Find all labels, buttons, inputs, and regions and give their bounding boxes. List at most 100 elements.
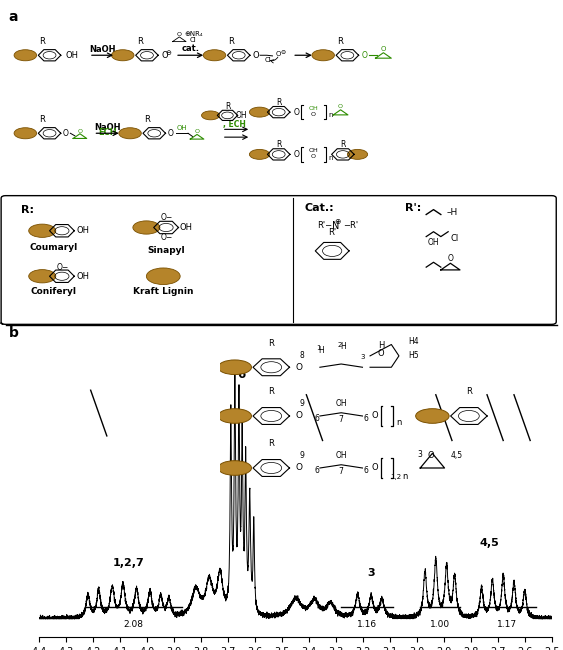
Text: Coniferyl: Coniferyl [30, 287, 77, 296]
Text: H4: H4 [408, 337, 419, 346]
Ellipse shape [202, 111, 220, 120]
Ellipse shape [146, 268, 180, 285]
Ellipse shape [14, 49, 37, 60]
Text: O: O [296, 411, 302, 421]
Text: O: O [428, 451, 435, 460]
Text: OH: OH [65, 51, 78, 60]
Text: OH: OH [236, 111, 247, 120]
Ellipse shape [29, 270, 56, 283]
Text: O: O [293, 150, 299, 159]
Text: O: O [381, 46, 386, 52]
Ellipse shape [218, 461, 252, 475]
Text: 7: 7 [339, 467, 343, 476]
Text: ⊕: ⊕ [334, 217, 341, 226]
Ellipse shape [218, 409, 252, 423]
Text: N: N [332, 221, 339, 231]
Text: ⊕NR₄: ⊕NR₄ [184, 31, 203, 37]
Ellipse shape [133, 221, 160, 234]
Text: R: R [144, 115, 150, 124]
Text: O: O [78, 129, 82, 134]
Text: O: O [195, 129, 199, 135]
Text: R: R [276, 140, 282, 149]
Text: OH: OH [179, 223, 192, 232]
Text: O: O [296, 463, 302, 473]
Text: 6: 6 [314, 466, 319, 475]
Text: n: n [329, 155, 333, 161]
Text: OH: OH [336, 399, 347, 408]
Text: –H: –H [446, 208, 458, 216]
Text: Sinapyl: Sinapyl [148, 246, 185, 255]
Text: NaOH: NaOH [94, 123, 121, 132]
Text: ECH: ECH [98, 128, 117, 136]
Text: 1.16: 1.16 [357, 620, 377, 629]
Text: 1: 1 [316, 345, 320, 351]
Text: OH: OH [428, 238, 439, 246]
Text: Coumaryl: Coumaryl [29, 242, 78, 252]
Text: O−: O− [160, 233, 173, 242]
Ellipse shape [29, 224, 56, 237]
Text: R: R [39, 115, 45, 124]
Text: 1,2: 1,2 [390, 474, 401, 480]
Text: O: O [253, 51, 260, 60]
Text: H: H [378, 341, 384, 350]
Text: O: O [168, 129, 173, 138]
Text: 3: 3 [367, 567, 375, 578]
Text: O: O [177, 32, 182, 37]
Text: O: O [63, 129, 69, 138]
Text: H: H [319, 346, 324, 355]
Text: Cat.:: Cat.: [304, 203, 334, 213]
Ellipse shape [249, 107, 270, 117]
Text: 8: 8 [300, 350, 304, 359]
Text: ⊖: ⊖ [166, 49, 171, 56]
Ellipse shape [119, 127, 141, 138]
Text: OH: OH [309, 148, 318, 153]
Ellipse shape [312, 49, 334, 60]
Text: R: R [39, 37, 45, 46]
Text: O: O [378, 349, 385, 358]
Ellipse shape [14, 127, 37, 138]
Text: R: R [466, 387, 472, 396]
Text: O: O [276, 51, 282, 57]
Text: Cl: Cl [450, 235, 459, 243]
Text: H5: H5 [408, 350, 419, 359]
Ellipse shape [249, 150, 270, 159]
Text: 2: 2 [337, 342, 342, 348]
Text: R: R [269, 387, 274, 396]
Text: H: H [340, 343, 346, 352]
Text: R: R [137, 37, 142, 46]
Text: O: O [448, 254, 453, 263]
Text: R: R [225, 102, 230, 111]
Ellipse shape [111, 49, 134, 60]
Text: O: O [338, 105, 343, 109]
Text: b: b [8, 326, 19, 341]
Text: O: O [311, 154, 316, 159]
Ellipse shape [218, 360, 252, 374]
Text: −R': −R' [343, 222, 359, 230]
Text: 7: 7 [339, 415, 343, 424]
Text: n: n [396, 418, 401, 427]
Text: 4,5: 4,5 [480, 538, 499, 548]
Text: O: O [372, 411, 378, 421]
Text: R': R' [328, 228, 336, 237]
Text: cat.: cat. [182, 44, 199, 53]
Text: R: R [269, 339, 274, 348]
Text: 3: 3 [418, 450, 423, 460]
Text: NaOH: NaOH [89, 45, 116, 54]
Text: Cl: Cl [190, 36, 196, 43]
Text: 6: 6 [363, 466, 368, 475]
Text: 6: 6 [314, 414, 319, 423]
Text: 1.17: 1.17 [497, 620, 517, 629]
Text: O: O [161, 51, 168, 60]
Text: 6: 6 [238, 368, 246, 381]
Text: n: n [402, 471, 408, 480]
Text: Cl: Cl [265, 57, 271, 64]
Text: R':: R': [405, 203, 422, 213]
Text: R: R [269, 439, 274, 448]
Text: O: O [296, 363, 302, 372]
Text: 3: 3 [360, 354, 365, 360]
Text: R: R [276, 98, 282, 107]
Ellipse shape [415, 409, 449, 423]
Text: Kraft Lignin: Kraft Lignin [133, 287, 194, 296]
Text: O: O [311, 112, 316, 116]
Ellipse shape [347, 150, 368, 159]
